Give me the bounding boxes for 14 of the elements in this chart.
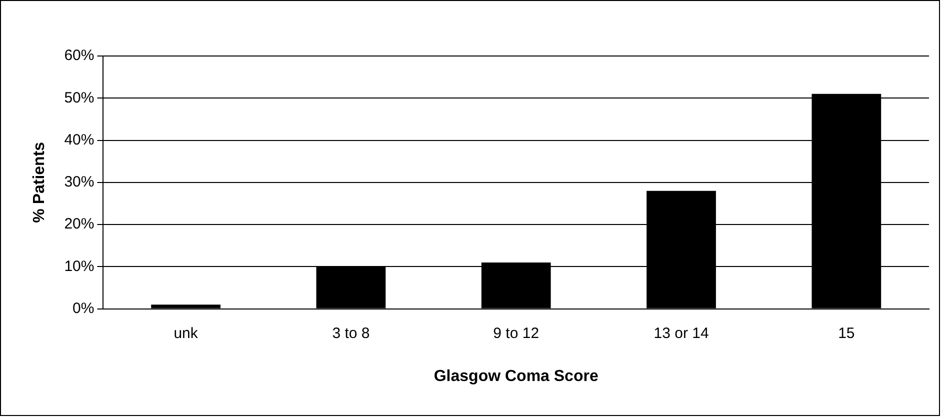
y-tick-label: 10% bbox=[64, 258, 94, 275]
x-tick-label: unk bbox=[174, 324, 198, 342]
y-tick-label: 20% bbox=[64, 216, 94, 233]
y-axis-title: % Patients bbox=[31, 142, 48, 223]
x-tick-label: 3 to 8 bbox=[332, 324, 370, 342]
y-tick-label: 60% bbox=[64, 47, 94, 64]
x-tick-label: 15 bbox=[838, 324, 855, 342]
x-tick-label: 9 to 12 bbox=[493, 324, 540, 342]
x-axis-title: Glasgow Coma Score bbox=[434, 368, 598, 385]
y-tick-label: 50% bbox=[64, 89, 94, 106]
y-tick-label: 40% bbox=[64, 131, 94, 148]
y-tick-label: 30% bbox=[64, 174, 94, 191]
y-tick-label: 0% bbox=[72, 300, 94, 317]
x-tick-label: 13 or 14 bbox=[654, 324, 709, 342]
